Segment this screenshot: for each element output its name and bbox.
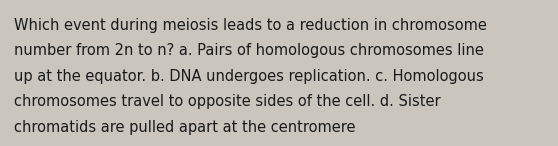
Text: number from 2n to n? a. Pairs of homologous chromosomes line: number from 2n to n? a. Pairs of homolog… [14, 43, 484, 58]
Text: chromosomes travel to opposite sides of the cell. d. Sister: chromosomes travel to opposite sides of … [14, 94, 441, 109]
Text: Which event during meiosis leads to a reduction in chromosome: Which event during meiosis leads to a re… [14, 18, 487, 33]
Text: chromatids are pulled apart at the centromere: chromatids are pulled apart at the centr… [14, 120, 355, 135]
Text: up at the equator. b. DNA undergoes replication. c. Homologous: up at the equator. b. DNA undergoes repl… [14, 69, 484, 84]
